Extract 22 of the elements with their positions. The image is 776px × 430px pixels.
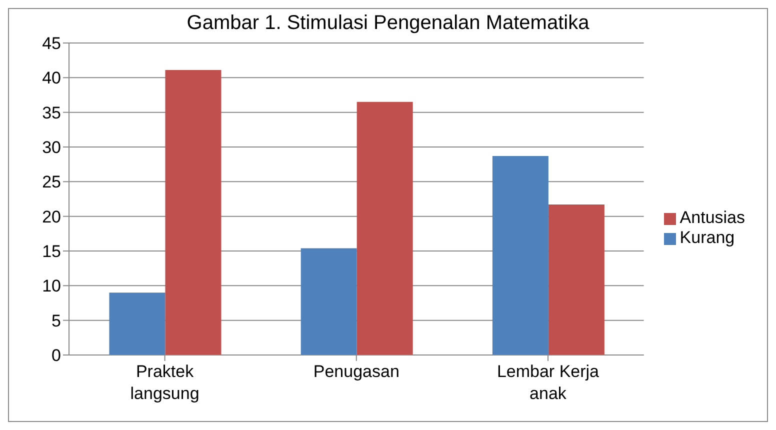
y-tick-label: 5 bbox=[52, 311, 61, 330]
bar bbox=[356, 102, 413, 355]
x-tick-label: Praktek langsung bbox=[130, 362, 200, 403]
y-tick-label: 40 bbox=[42, 68, 61, 88]
bar bbox=[492, 156, 548, 355]
legend-label: Antusias bbox=[680, 208, 745, 227]
x-tick-label: Penugasan bbox=[313, 362, 400, 381]
y-tick-label: 0 bbox=[52, 346, 61, 366]
y-tick-label: 30 bbox=[42, 138, 61, 158]
y-tick-label: 35 bbox=[42, 103, 61, 122]
y-tick-label: 15 bbox=[42, 242, 61, 262]
y-tick-label: 10 bbox=[42, 276, 61, 296]
y-tick-label: 25 bbox=[42, 172, 61, 192]
legend-label: Kurang bbox=[680, 228, 735, 247]
bar bbox=[548, 204, 604, 355]
y-tick-label: 45 bbox=[42, 34, 61, 54]
bar bbox=[300, 248, 357, 355]
bar bbox=[109, 292, 166, 355]
bar bbox=[165, 70, 222, 355]
y-tick-label: 20 bbox=[42, 207, 61, 226]
x-tick-label: Lembar Kerja anak bbox=[496, 362, 600, 403]
chart-title: Gambar 1. Stimulasi Pengenalan Matematika bbox=[186, 12, 590, 34]
